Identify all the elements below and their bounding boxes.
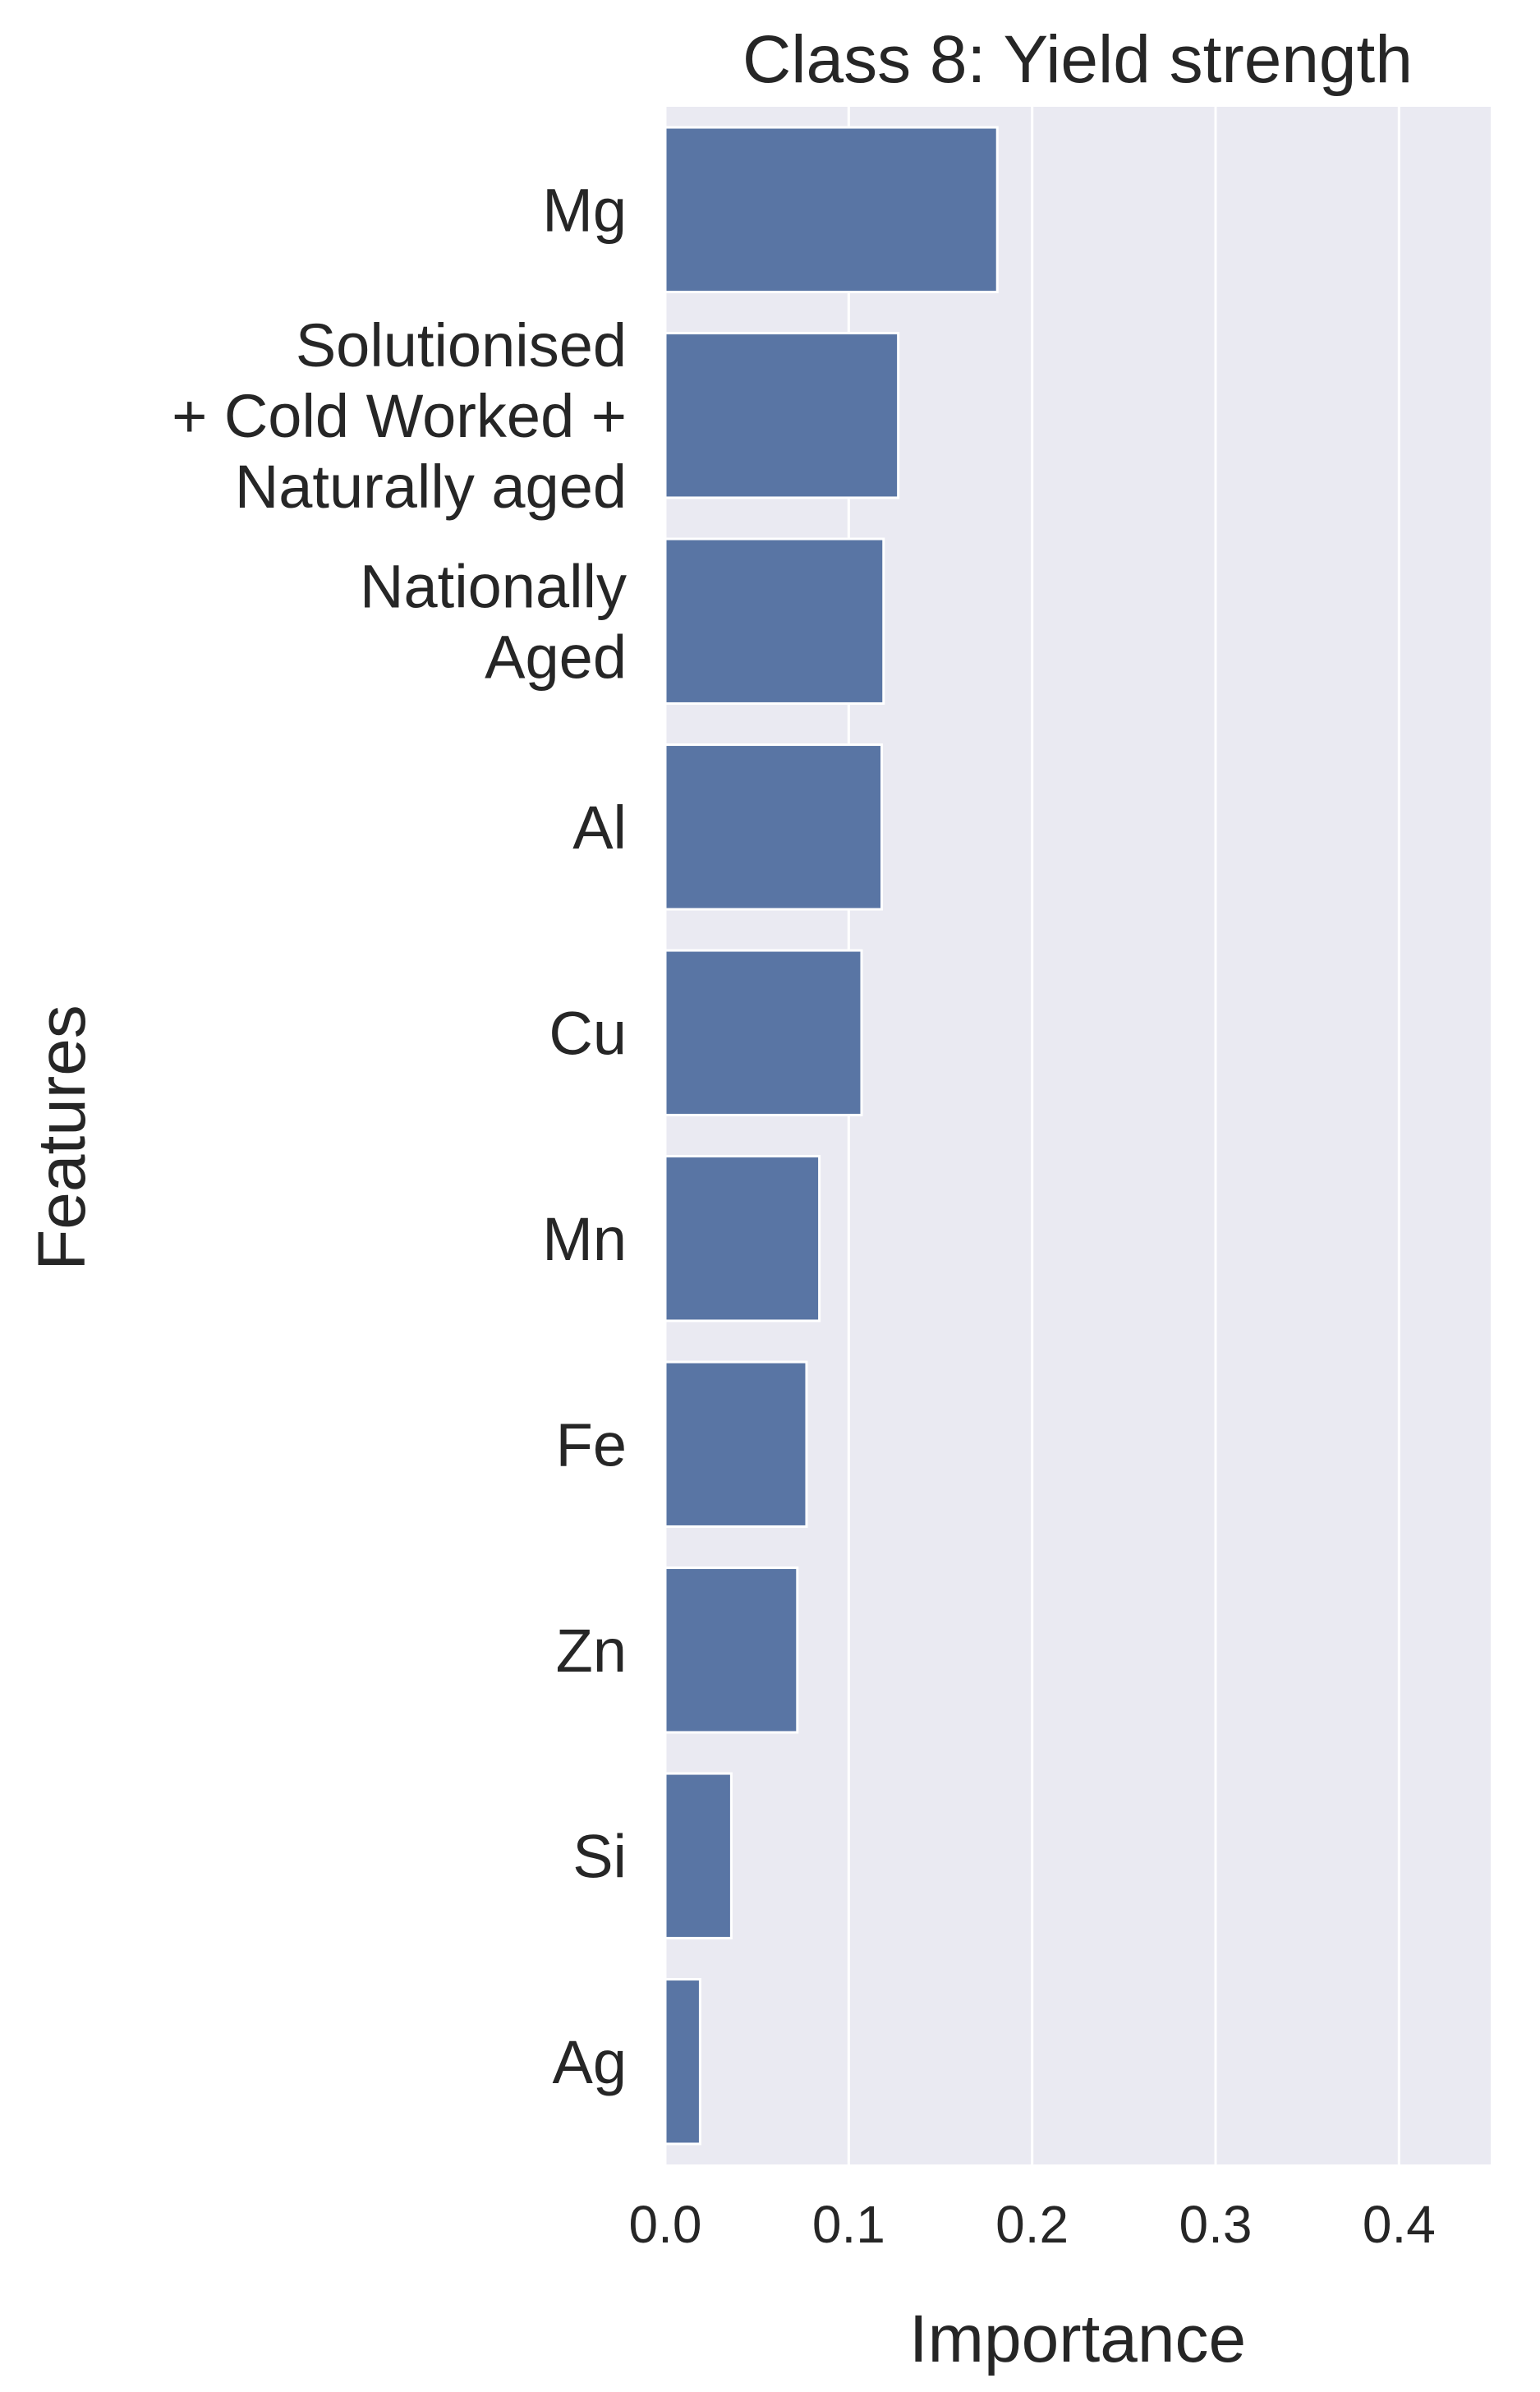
category-label-line: Si (572, 1822, 627, 1890)
x-tick-label: 0.1 (812, 2195, 885, 2254)
category-label: Zn (556, 1617, 627, 1685)
bar (664, 126, 999, 293)
bar (664, 1155, 821, 1322)
category-label-line: Solutionised (296, 311, 627, 380)
bar (664, 332, 900, 499)
x-axis-label: Importance (909, 2302, 1246, 2376)
category-label-line: Zn (556, 1617, 627, 1685)
bar (664, 1978, 701, 2146)
bar (664, 1566, 799, 1734)
bar (664, 1772, 733, 1939)
category-label: Nationally Aged (360, 552, 627, 691)
category-label: Mn (542, 1205, 627, 1273)
category-label-line: Mn (542, 1205, 627, 1273)
category-label-line: + Cold Worked + (172, 382, 627, 450)
bars (664, 126, 999, 2146)
category-label: Ag (552, 2028, 627, 2096)
bar (664, 1360, 808, 1528)
category-label: Fe (556, 1410, 627, 1479)
bar (664, 537, 885, 705)
x-tick-label: 0.2 (995, 2195, 1069, 2254)
bar (664, 743, 884, 911)
y-axis-label: Features (25, 1005, 99, 1271)
x-tick-label: 0.3 (1179, 2195, 1253, 2254)
category-label: Si (572, 1822, 627, 1890)
chart-title: Class 8: Yield strength (742, 22, 1413, 97)
bar (664, 949, 863, 1116)
category-label: Mg (542, 176, 627, 244)
category-label-line: Naturally aged (235, 453, 627, 521)
x-tick-label: 0.4 (1363, 2195, 1436, 2254)
category-label-line: Aged (485, 623, 627, 691)
category-label-line: Fe (556, 1410, 627, 1479)
x-tick-label: 0.0 (629, 2195, 702, 2254)
category-label-line: Cu (549, 999, 627, 1067)
category-label: Solutionised + Cold Worked + Naturally age… (172, 311, 627, 521)
category-label-line: Al (572, 794, 627, 862)
category-label: Cu (549, 999, 627, 1067)
category-label-line: Nationally (360, 552, 627, 620)
category-label: Al (572, 794, 627, 862)
category-label-line: Ag (552, 2028, 627, 2096)
category-label-line: Mg (542, 176, 627, 244)
category-labels: Mg Solutionised + Cold Worked + Naturally a… (172, 176, 627, 2096)
x-tick-labels: 0.0 0.1 0.2 0.3 0.4 (629, 2195, 1436, 2254)
